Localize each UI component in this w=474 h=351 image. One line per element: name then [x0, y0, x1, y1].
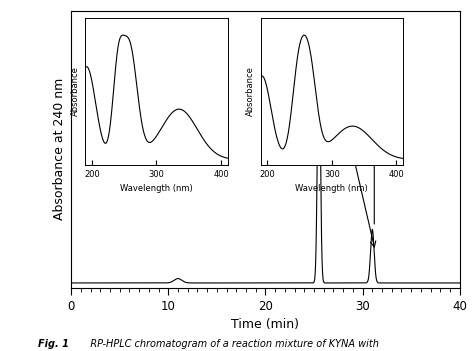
Text: 1: 1: [320, 77, 328, 90]
Text: KYNA: KYNA: [338, 149, 376, 247]
X-axis label: Wavelength (nm): Wavelength (nm): [295, 184, 368, 193]
Text: RP-HPLC chromatogram of a reaction mixture of KYNA with: RP-HPLC chromatogram of a reaction mixtu…: [81, 339, 378, 349]
Y-axis label: Absorbance at 240 nm: Absorbance at 240 nm: [53, 78, 65, 220]
Y-axis label: Absorbance: Absorbance: [246, 66, 255, 116]
X-axis label: Time (min): Time (min): [231, 318, 300, 331]
Y-axis label: Absorbance: Absorbance: [71, 66, 80, 116]
X-axis label: Wavelength (nm): Wavelength (nm): [120, 184, 193, 193]
Text: Fig. 1: Fig. 1: [38, 339, 69, 349]
